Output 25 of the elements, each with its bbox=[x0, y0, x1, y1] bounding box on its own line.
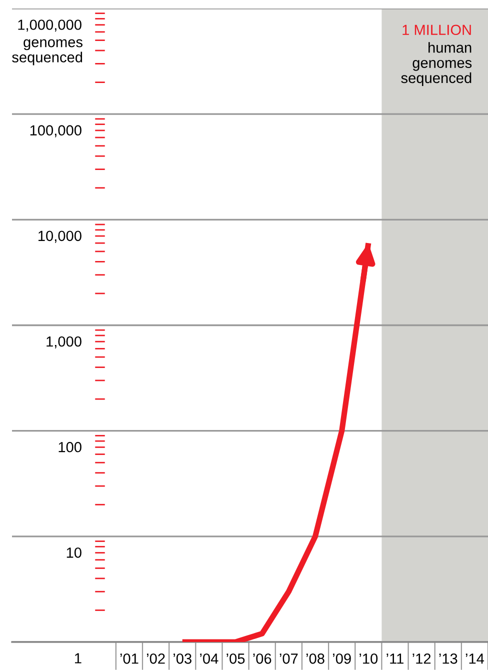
y-tick-label: 1,000,000 bbox=[18, 20, 82, 32]
x-tick-label: ’10 bbox=[360, 653, 378, 664]
x-tick-label: ’05 bbox=[226, 653, 245, 664]
x-tick-label: ’09 bbox=[333, 653, 351, 664]
x-tick-label: ’04 bbox=[200, 653, 218, 664]
x-tick-label: ’01 bbox=[120, 653, 138, 664]
y-tick-label: 1 bbox=[75, 653, 82, 664]
text: genomes sequenced bbox=[12, 39, 82, 66]
y-tick-label: 10,000 bbox=[38, 230, 82, 243]
x-tick-label: ’07 bbox=[280, 653, 298, 664]
x-tick-label: ’13 bbox=[439, 653, 458, 664]
x-tick-label: ’02 bbox=[146, 653, 165, 664]
y-tick-label: 100,000 bbox=[30, 125, 82, 138]
x-tick-label: ’14 bbox=[466, 654, 484, 664]
text: human bbox=[428, 42, 472, 53]
y-tick-label: 1,000 bbox=[46, 336, 82, 348]
band-label: 1 MILLION bbox=[402, 24, 471, 36]
x-tick-label: ’12 bbox=[412, 653, 431, 664]
x-tick-label: ’06 bbox=[253, 653, 272, 664]
x-tick-label: ’08 bbox=[306, 653, 324, 664]
y-axis-title: genomes sequenced bbox=[401, 60, 472, 86]
y-tick-label: 100 bbox=[58, 442, 82, 452]
x-tick-label: ’03 bbox=[174, 653, 192, 664]
y-tick-label: 10 bbox=[66, 548, 82, 558]
x-tick-label: ’11 bbox=[386, 654, 404, 664]
